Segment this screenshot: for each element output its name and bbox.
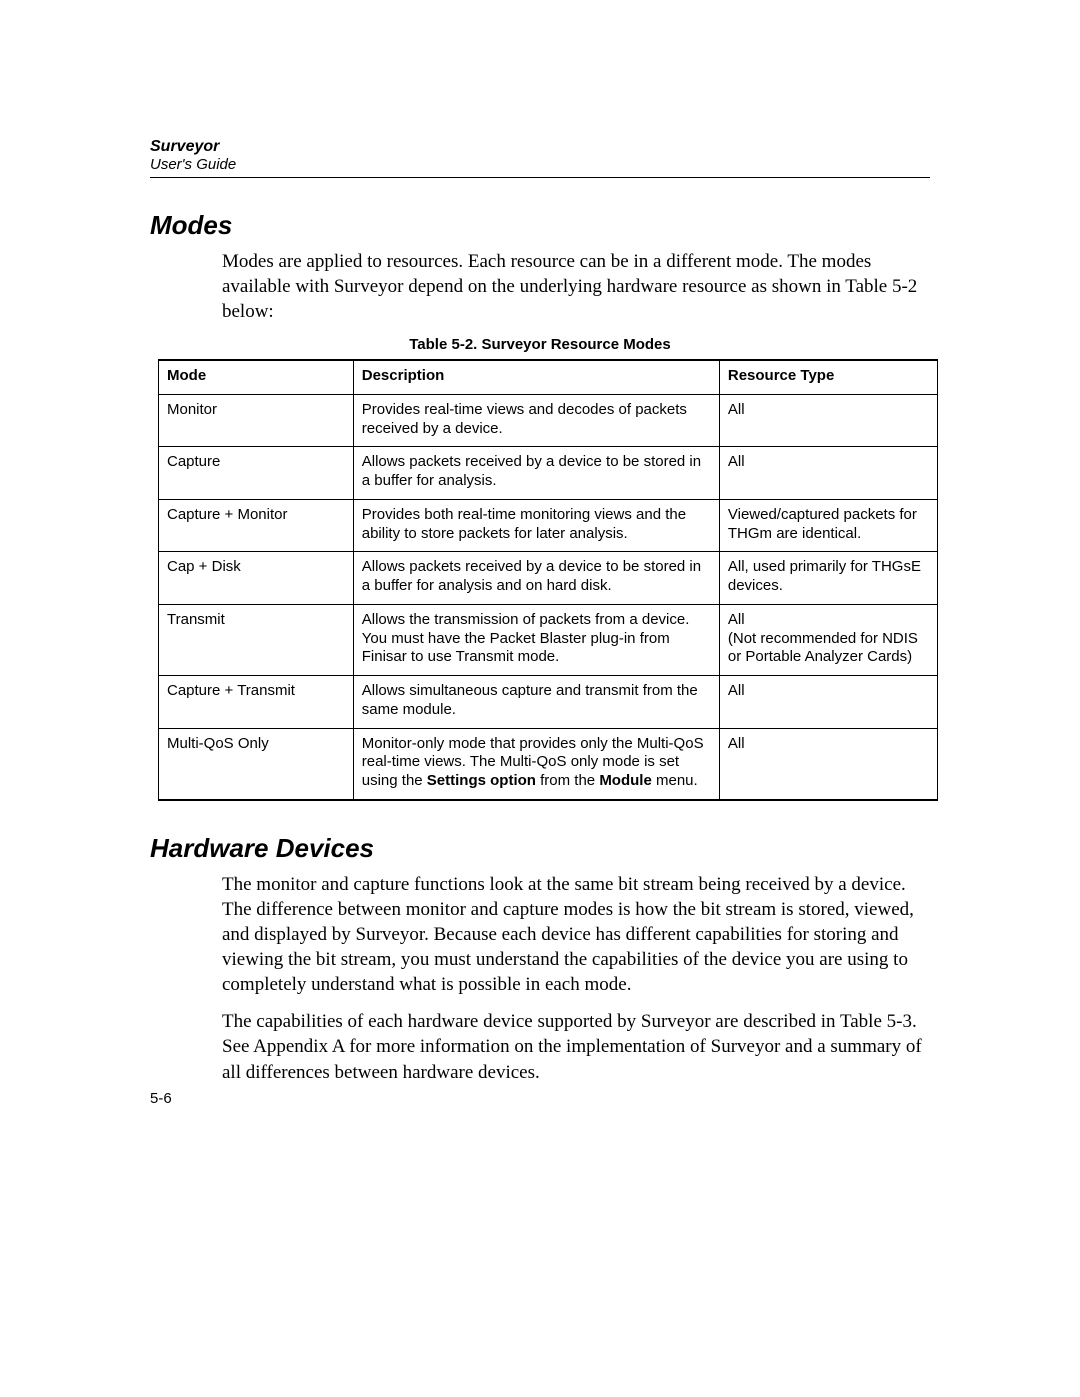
resource-modes-table: Mode Description Resource Type Monitor P… bbox=[158, 359, 938, 801]
col-header-mode: Mode bbox=[159, 360, 354, 394]
hardware-paragraph-1: The monitor and capture functions look a… bbox=[222, 872, 930, 997]
cell-res: All bbox=[719, 728, 937, 800]
cell-mode: Cap + Disk bbox=[159, 552, 354, 605]
table-row: Capture + Transmit Allows simultaneous c… bbox=[159, 676, 938, 729]
page-number: 5-6 bbox=[150, 1090, 172, 1107]
modes-paragraph: Modes are applied to resources. Each res… bbox=[222, 249, 930, 324]
table-row: Cap + Disk Allows packets received by a … bbox=[159, 552, 938, 605]
cell-res: All (Not recommended for NDIS or Portabl… bbox=[719, 604, 937, 675]
cell-desc: Allows packets received by a device to b… bbox=[353, 552, 719, 605]
cell-mode: Capture bbox=[159, 447, 354, 500]
header-subtitle: User's Guide bbox=[150, 156, 930, 173]
col-header-description: Description bbox=[353, 360, 719, 394]
table-row: Multi-QoS Only Monitor-only mode that pr… bbox=[159, 728, 938, 800]
hardware-paragraph-2: The capabilities of each hardware device… bbox=[222, 1009, 930, 1084]
cell-res: Viewed/captured packets for THGm are ide… bbox=[719, 499, 937, 552]
cell-mode: Capture + Monitor bbox=[159, 499, 354, 552]
cell-desc: Provides both real-time monitoring views… bbox=[353, 499, 719, 552]
cell-mode: Monitor bbox=[159, 394, 354, 447]
table-caption: Table 5-2. Surveyor Resource Modes bbox=[150, 336, 930, 353]
desc-text: from the bbox=[536, 772, 599, 789]
desc-bold: Settings option bbox=[427, 772, 536, 789]
cell-res: All, used primarily for THGsE devices. bbox=[719, 552, 937, 605]
cell-res: All bbox=[719, 394, 937, 447]
cell-desc: Allows the transmission of packets from … bbox=[353, 604, 719, 675]
header-title: Surveyor bbox=[150, 138, 930, 156]
section-heading-modes: Modes bbox=[150, 210, 930, 241]
page-header: Surveyor User's Guide bbox=[150, 138, 930, 178]
cell-res: All bbox=[719, 447, 937, 500]
cell-desc: Allows packets received by a device to b… bbox=[353, 447, 719, 500]
cell-mode: Capture + Transmit bbox=[159, 676, 354, 729]
cell-desc: Allows simultaneous capture and transmit… bbox=[353, 676, 719, 729]
cell-mode: Multi-QoS Only bbox=[159, 728, 354, 800]
desc-bold: Module bbox=[599, 772, 652, 789]
cell-mode: Transmit bbox=[159, 604, 354, 675]
table-row: Capture + Monitor Provides both real-tim… bbox=[159, 499, 938, 552]
cell-desc: Monitor-only mode that provides only the… bbox=[353, 728, 719, 800]
table-row: Transmit Allows the transmission of pack… bbox=[159, 604, 938, 675]
cell-res: All bbox=[719, 676, 937, 729]
document-page: Surveyor User's Guide Modes Modes are ap… bbox=[0, 0, 1080, 1085]
table-row: Capture Allows packets received by a dev… bbox=[159, 447, 938, 500]
col-header-resource: Resource Type bbox=[719, 360, 937, 394]
cell-desc: Provides real-time views and decodes of … bbox=[353, 394, 719, 447]
header-rule bbox=[150, 177, 930, 178]
section-heading-hardware: Hardware Devices bbox=[150, 833, 930, 864]
desc-text: menu. bbox=[652, 772, 698, 789]
table-row: Monitor Provides real-time views and dec… bbox=[159, 394, 938, 447]
table-header-row: Mode Description Resource Type bbox=[159, 360, 938, 394]
